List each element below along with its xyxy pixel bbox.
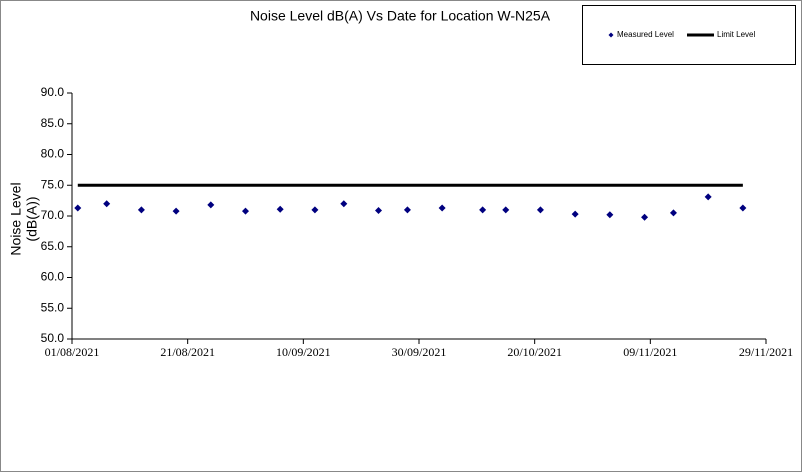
- data-point: [641, 213, 649, 221]
- data-point: [311, 206, 319, 214]
- data-point: [375, 206, 383, 214]
- data-point: [242, 207, 249, 215]
- x-tick-label: 09/11/2021: [623, 345, 677, 359]
- x-tick-label: 20/10/2021: [507, 345, 562, 359]
- data-point: [137, 206, 145, 214]
- data-point: [103, 200, 111, 208]
- data-point: [606, 211, 614, 219]
- data-point: [704, 193, 712, 201]
- data-point: [571, 210, 579, 218]
- data-point: [74, 204, 82, 212]
- data-point: [536, 206, 544, 214]
- legend-swatch: [608, 32, 614, 38]
- data-point: [739, 204, 747, 212]
- y-tick-label: 60.0: [41, 270, 65, 284]
- legend-label: Limit Level: [717, 30, 755, 39]
- data-point: [502, 206, 510, 214]
- y-tick-label: 65.0: [41, 239, 65, 253]
- data-point: [207, 201, 215, 209]
- y-tick-label: 70.0: [41, 208, 65, 222]
- data-point: [403, 206, 411, 214]
- data-point: [669, 209, 677, 217]
- y-tick-label: 85.0: [41, 116, 65, 130]
- data-point: [172, 207, 180, 215]
- data-point: [438, 204, 446, 212]
- data-point: [340, 200, 348, 208]
- y-tick-label: 75.0: [41, 177, 65, 191]
- x-tick-label: 21/08/2021: [160, 345, 215, 359]
- y-tick-label: 90.0: [41, 85, 65, 99]
- data-point: [479, 206, 487, 214]
- y-tick-label: 80.0: [41, 147, 65, 161]
- x-tick-label: 01/08/2021: [45, 345, 100, 359]
- y-axis-label: (dB(A)): [24, 196, 40, 241]
- x-tick-label: 10/09/2021: [276, 345, 331, 359]
- data-point: [276, 205, 284, 213]
- legend-label: Measured Level: [617, 30, 674, 39]
- y-axis-label: Noise Level: [8, 182, 24, 255]
- chart-title: Noise Level dB(A) Vs Date for Location W…: [250, 8, 551, 24]
- y-tick-label: 50.0: [41, 331, 65, 345]
- y-tick-label: 55.0: [41, 300, 65, 314]
- x-tick-label: 30/09/2021: [392, 345, 447, 359]
- x-tick-label: 29/11/2021: [739, 345, 793, 359]
